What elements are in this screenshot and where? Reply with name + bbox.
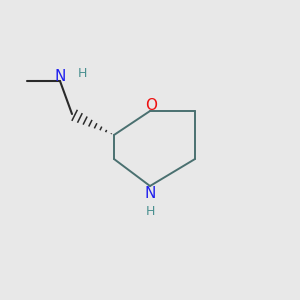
Text: O: O bbox=[146, 98, 158, 112]
Text: H: H bbox=[145, 205, 155, 218]
Text: N: N bbox=[54, 69, 66, 84]
Text: N: N bbox=[144, 186, 156, 201]
Text: H: H bbox=[78, 67, 87, 80]
